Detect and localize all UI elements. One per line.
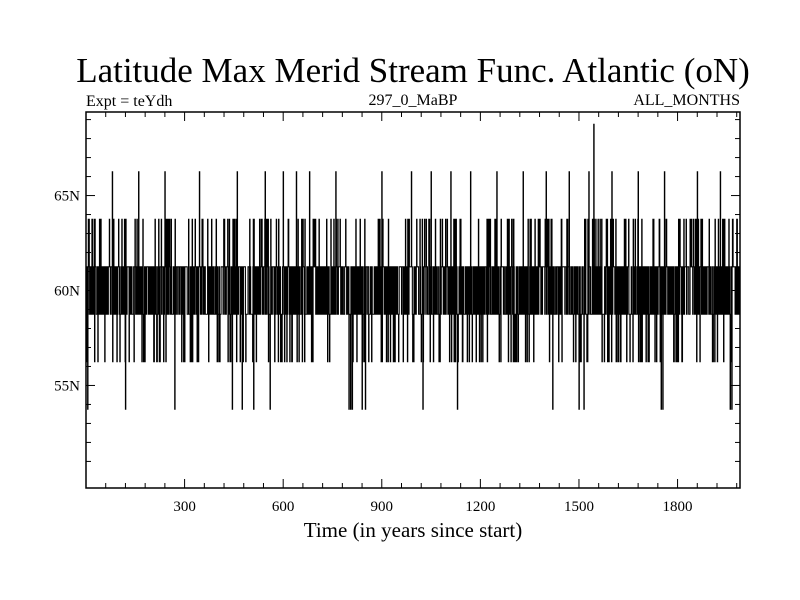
plot-frame — [85, 111, 741, 489]
y-tick-label: 65N — [54, 189, 80, 205]
series-line — [85, 123, 741, 410]
axis-ticks-layer: 300 600 900 1200 1500 1800 55N 60N 65N — [54, 112, 740, 515]
x-axis-label: Time (in years since start) — [304, 518, 523, 542]
months-label: ALL_MONTHS — [633, 92, 740, 109]
x-tick-label: 1200 — [465, 499, 495, 515]
y-tick-label: 60N — [54, 284, 80, 300]
x-tick-label: 900 — [371, 499, 394, 515]
y-tick-label: 55N — [54, 378, 80, 394]
x-tick-label: 1500 — [564, 499, 594, 515]
period-label: 297_0_MaBP — [369, 92, 458, 109]
x-tick-label: 1800 — [663, 499, 693, 515]
chart-title: Latitude Max Merid Stream Func. Atlantic… — [76, 51, 750, 90]
x-tick-label: 600 — [272, 499, 295, 515]
data-series-layer — [85, 123, 741, 410]
x-tick-label: 300 — [173, 499, 196, 515]
experiment-label: Expt = teYdh — [86, 93, 172, 110]
